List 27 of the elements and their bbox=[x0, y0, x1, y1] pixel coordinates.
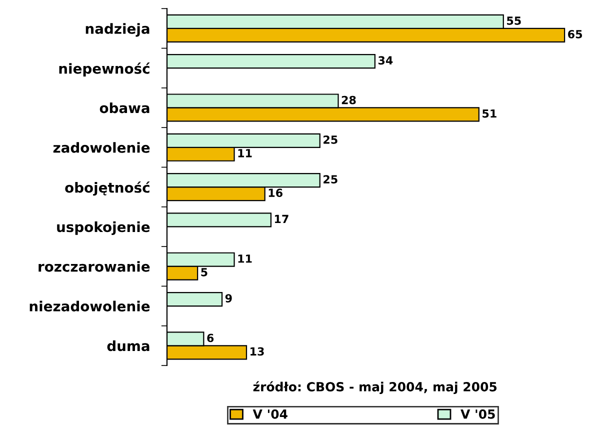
data-label: 65 bbox=[568, 30, 582, 38]
legend-label: V '04 bbox=[252, 409, 288, 419]
text: źródło: CBOS - maj 2004, maj 2005 bbox=[253, 381, 497, 394]
y-tick-label: obawa bbox=[100, 102, 150, 114]
data-label: 16 bbox=[268, 188, 282, 198]
y-tick-label: zadowolenie bbox=[53, 142, 150, 153]
data-label: 25 bbox=[324, 135, 338, 144]
y-tick-label: duma bbox=[107, 340, 150, 352]
data-label: 6 bbox=[207, 334, 214, 342]
data-label: 55 bbox=[507, 16, 521, 25]
y-tick-label: niepewność bbox=[59, 62, 150, 77]
data-label: 11 bbox=[238, 254, 252, 263]
y-tick-label: niezadowolenie bbox=[30, 300, 150, 312]
data-label: 17 bbox=[274, 214, 288, 224]
legend-label: V '05 bbox=[460, 409, 495, 419]
data-label: 51 bbox=[482, 109, 496, 118]
data-label: 11 bbox=[238, 149, 252, 158]
y-tick-label: uspokojenie bbox=[57, 221, 150, 235]
y-tick-label: obojętność bbox=[65, 181, 150, 196]
data-label: 9 bbox=[225, 294, 232, 302]
data-label: 34 bbox=[378, 56, 393, 65]
data-label: 25 bbox=[324, 175, 338, 184]
data-label: 5 bbox=[201, 268, 208, 276]
data-label: 13 bbox=[250, 347, 264, 356]
data-label: 28 bbox=[342, 96, 356, 104]
y-tick-label: nadzieja bbox=[86, 23, 150, 37]
y-tick-label: rozczarowanie bbox=[38, 261, 150, 272]
